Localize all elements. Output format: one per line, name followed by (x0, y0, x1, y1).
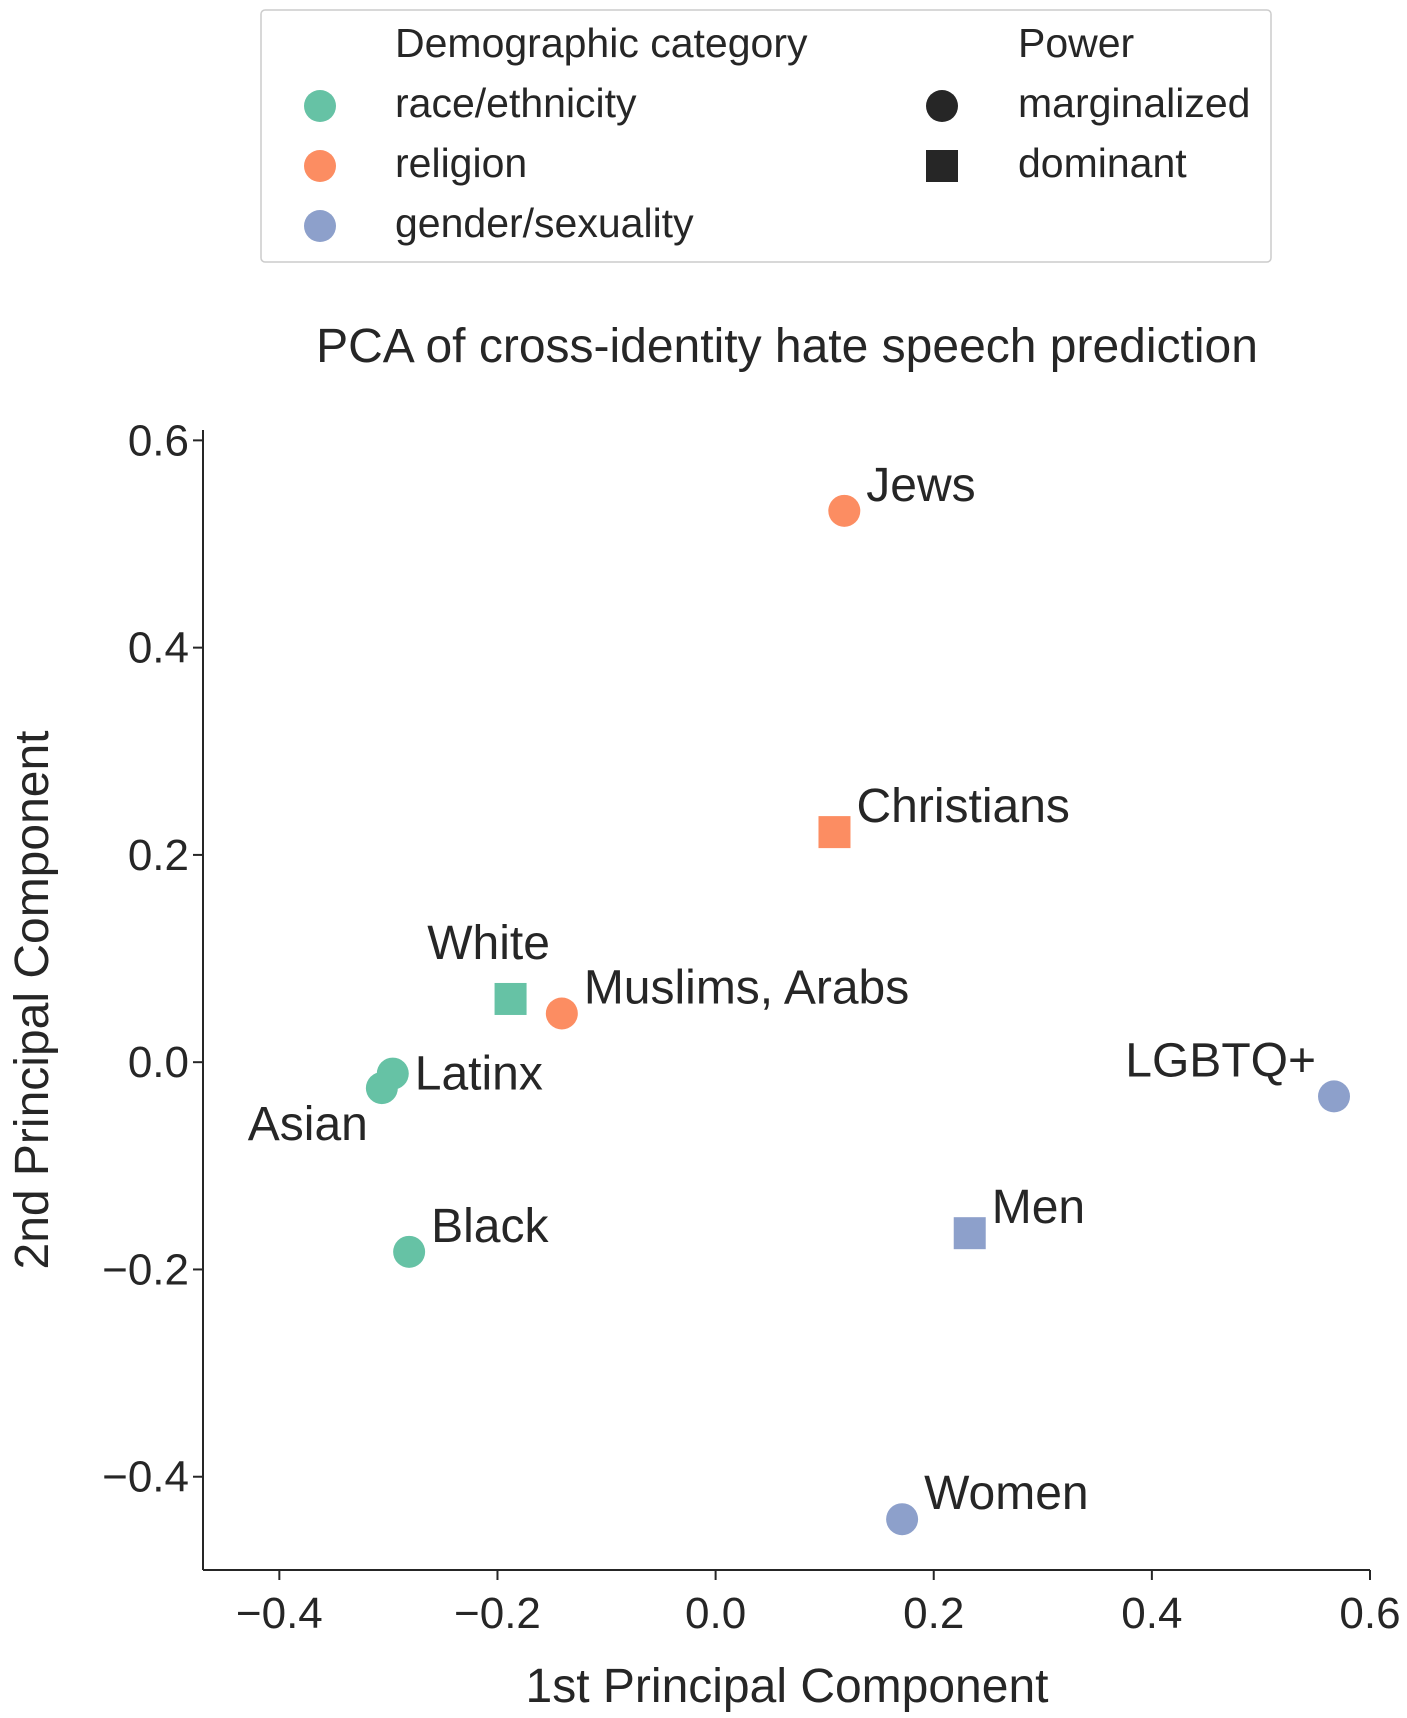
x-axis-label: 1st Principal Component (526, 1660, 1049, 1713)
y-ticks: −0.4 −0.2 0.0 0.2 0.4 0.6 (102, 416, 203, 1502)
point-christians-square (818, 816, 851, 849)
y-tick-label: −0.4 (102, 1453, 189, 1502)
x-tick-label: 0.2 (903, 1589, 964, 1638)
legend-race-label: race/ethnicity (395, 80, 637, 126)
point-jews-circle (828, 494, 861, 527)
point-white-square (494, 982, 527, 1015)
legend-category-title: Demographic category (395, 20, 808, 66)
point-lgbtq-circle (1318, 1080, 1351, 1113)
point-black-circle (393, 1235, 426, 1268)
x-tick-label: 0.4 (1121, 1589, 1182, 1638)
legend: Demographic category Power race/ethnicit… (260, 9, 1272, 263)
point-muslims-arabs-circle (545, 997, 578, 1030)
legend-race-marker (304, 90, 336, 122)
data-points (365, 494, 1351, 1536)
point-label-lgbtq: LGBTQ+ (1125, 1034, 1316, 1087)
axes: −0.4 −0.2 0.0 0.2 0.4 0.6 −0.4 −0.2 0.0 0.2 0.4 0.… (102, 416, 1400, 1638)
point-asian-circle (365, 1072, 398, 1105)
point-label-women: Women (924, 1467, 1089, 1520)
point-label-white: White (427, 917, 550, 970)
y-tick-label: −0.2 (102, 1245, 189, 1294)
point-women-circle (886, 1503, 919, 1536)
x-tick-label: −0.4 (236, 1589, 323, 1638)
point-label-jews: Jews (866, 459, 975, 512)
data-point-labels: Jews Christians Muslims, Arabs White Latinx A… (248, 459, 1316, 1520)
point-label-men: Men (992, 1181, 1085, 1234)
point-label-asian: Asian (248, 1098, 368, 1151)
legend-dominant-label: dominant (1018, 140, 1187, 186)
legend-frame (260, 9, 1272, 263)
legend-religion-marker (304, 150, 336, 182)
y-tick-label: 0.2 (128, 831, 189, 880)
chart-title: PCA of cross-identity hate speech predic… (316, 320, 1258, 373)
y-tick-label: 0.6 (128, 416, 189, 465)
legend-marginalized-marker (926, 90, 958, 122)
y-tick-label: 0.4 (128, 624, 189, 673)
y-tick-label: 0.0 (128, 1038, 189, 1087)
x-ticks: −0.4 −0.2 0.0 0.2 0.4 0.6 (236, 1570, 1401, 1638)
legend-marginalized-label: marginalized (1018, 80, 1250, 126)
x-tick-label: 0.0 (685, 1589, 746, 1638)
point-label-latinx: Latinx (415, 1048, 543, 1101)
point-label-christians: Christians (856, 780, 1069, 833)
point-men-square (953, 1217, 986, 1250)
point-label-muslims-arabs: Muslims, Arabs (584, 961, 909, 1014)
x-tick-label: −0.2 (454, 1589, 541, 1638)
legend-gender-marker (304, 210, 336, 242)
legend-religion-label: religion (395, 140, 527, 186)
point-label-black: Black (431, 1200, 549, 1253)
x-tick-label: 0.6 (1339, 1589, 1400, 1638)
y-axis-label: 2nd Principal Component (6, 731, 59, 1270)
legend-power-title: Power (1018, 20, 1134, 66)
legend-gender-label: gender/sexuality (395, 200, 694, 246)
legend-dominant-marker (926, 150, 958, 182)
